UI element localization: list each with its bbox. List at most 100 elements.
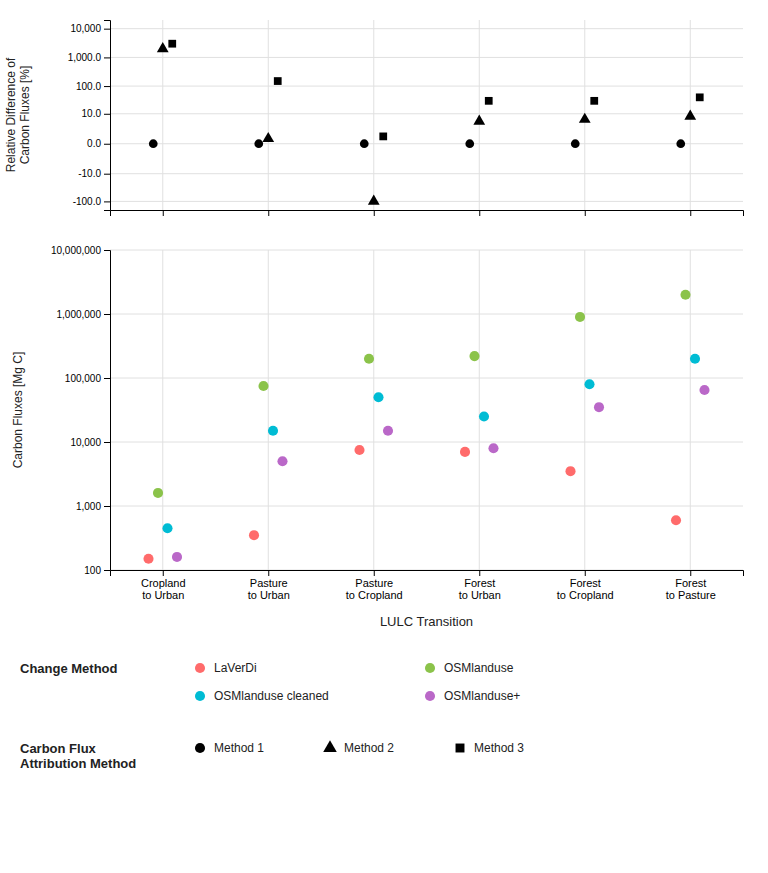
tick-mark — [163, 210, 164, 216]
y-axis-title: Carbon Fluxes [Mg C] — [11, 352, 25, 469]
tick-mark — [268, 210, 269, 216]
axis-line — [111, 211, 744, 217]
tick-mark — [104, 144, 110, 145]
tick-mark — [104, 314, 110, 315]
point — [575, 312, 585, 322]
tick-mark — [585, 570, 586, 576]
point — [590, 97, 598, 105]
tick: Forestto Urban — [459, 570, 501, 601]
tick-label: Forestto Cropland — [557, 577, 614, 602]
text-line: Change Method — [20, 661, 118, 676]
point — [143, 554, 153, 564]
tick: 1,000.0 — [68, 52, 110, 63]
y-axis: 1001,00010,000100,0001,000,00010,000,000 — [51, 245, 111, 576]
legend-label: Method 2 — [344, 741, 394, 755]
tick-mark — [479, 210, 480, 216]
tick-mark — [585, 210, 586, 216]
tick: 100.0 — [76, 81, 110, 92]
series — [149, 139, 685, 148]
tick: Forestto Cropland — [557, 570, 614, 601]
grid-line — [110, 173, 743, 174]
point — [379, 133, 387, 141]
legend-item: OSMlanduse+ — [425, 689, 520, 703]
legend-symbol — [195, 743, 205, 753]
tick-label: 10.0 — [82, 108, 102, 119]
grid-line — [162, 250, 163, 570]
tick-mark — [104, 57, 110, 58]
legend-item: LaVerDi — [195, 661, 257, 675]
series — [172, 385, 710, 562]
series — [143, 445, 681, 564]
point — [690, 354, 700, 364]
tick: 10,000 — [70, 23, 110, 34]
grid-line — [110, 86, 743, 87]
point — [354, 445, 364, 455]
grid-line — [584, 250, 585, 570]
text-line: Carbon Flux — [20, 741, 97, 756]
point — [584, 379, 594, 389]
grid-line — [110, 28, 743, 29]
point — [268, 426, 278, 436]
point — [485, 97, 493, 105]
tick: -10.0 — [78, 168, 110, 179]
axis-line — [104, 21, 111, 211]
legend-item: OSMlanduse — [425, 661, 514, 675]
legend-label: LaVerDi — [214, 661, 257, 675]
grid-line — [110, 314, 743, 315]
tick: -100.0 — [73, 196, 110, 207]
grid-line — [110, 57, 743, 58]
tick-label: Pastureto Urban — [248, 577, 290, 602]
x-axis — [111, 210, 744, 216]
point — [460, 447, 470, 457]
text-line: LULC Transition — [380, 614, 473, 629]
grid-line — [110, 378, 743, 379]
tick: 0.0 — [87, 138, 110, 149]
series — [157, 42, 696, 205]
tick: 10,000,000 — [51, 245, 110, 256]
tick-mark — [104, 201, 110, 202]
marks — [143, 290, 709, 564]
tick: 100 — [84, 565, 110, 576]
legend-symbol — [195, 691, 205, 701]
tick-label: -10.0 — [78, 168, 101, 179]
tick-mark — [163, 570, 164, 576]
text-line: Attribution Method — [20, 756, 136, 771]
grid-line — [373, 250, 374, 570]
point — [383, 426, 393, 436]
tick-label: Forestto Pasture — [666, 577, 716, 602]
legend: Change Method LaVerDi OSMlanduse OSMlanduse… — [20, 661, 520, 704]
text-line: Carbon Fluxes [%] — [18, 66, 32, 165]
x-axis-title: LULC Transition — [380, 614, 473, 629]
y-axis-title: Relative Difference ofCarbon Fluxes [%] — [4, 57, 32, 172]
tick-mark — [374, 210, 375, 216]
point — [594, 402, 604, 412]
point — [473, 115, 485, 125]
text-line: Cropland — [141, 577, 186, 589]
grid — [110, 250, 743, 570]
tick — [163, 210, 164, 216]
tick-mark — [104, 29, 110, 30]
legend-item: Method 2 — [323, 740, 394, 755]
tick-mark — [104, 570, 110, 571]
tick-mark — [374, 570, 375, 576]
tick-label: 1,000 — [76, 501, 101, 512]
tick-label: Forestto Urban — [459, 577, 501, 602]
point — [696, 93, 704, 101]
point — [153, 488, 163, 498]
point — [162, 523, 172, 533]
marks — [149, 40, 704, 205]
grid-line — [690, 250, 691, 570]
legend-item: OSMlanduse cleaned — [195, 689, 329, 703]
panel: 1001,00010,000100,0001,000,00010,000,000… — [11, 245, 744, 629]
point — [571, 139, 580, 148]
point — [479, 411, 489, 421]
tick-label: 10,000 — [70, 437, 101, 448]
tick: 1,000 — [76, 501, 110, 512]
legend-item: Method 1 — [195, 741, 264, 755]
point — [249, 530, 259, 540]
text-line: Forest — [570, 577, 601, 589]
panel: -100.0 -10.0 0.0 10.0 100.0 1,000.0 10,000 Rela… — [4, 20, 743, 216]
legend-symbol — [425, 691, 435, 701]
point — [671, 515, 681, 525]
y-axis: -100.0 -10.0 0.0 10.0 100.0 1,000.0 10,000 — [68, 21, 111, 211]
